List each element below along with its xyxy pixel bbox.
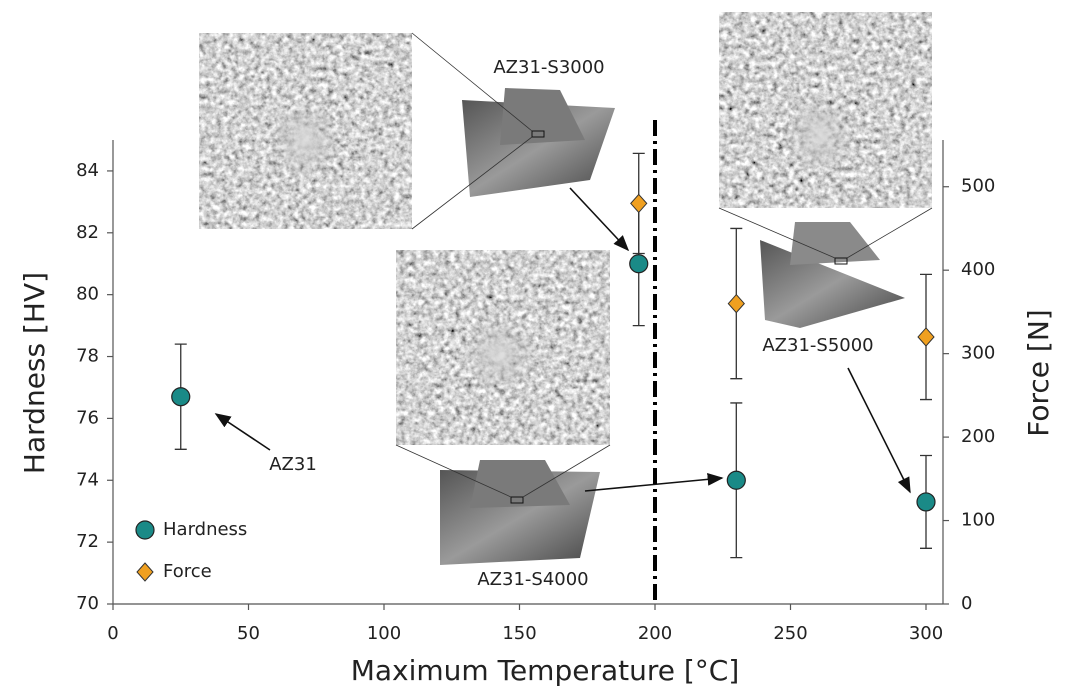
- spot: [834, 257, 848, 265]
- x-tick-label: 300: [909, 623, 943, 644]
- point: [916, 492, 936, 512]
- specimen: [790, 222, 880, 265]
- indent: [465, 317, 535, 393]
- x-tick-label: 200: [638, 623, 672, 644]
- arrow: [214, 413, 271, 451]
- connector: [395, 444, 611, 498]
- y-tick-label: 76: [76, 407, 99, 428]
- point: [726, 470, 746, 490]
- point: [171, 387, 191, 407]
- x-tick-label: 150: [502, 623, 536, 644]
- y2-tick-label: 400: [961, 259, 995, 280]
- y2-axis-label: Force [N]: [1022, 309, 1055, 436]
- y-tick-label: 70: [76, 593, 99, 614]
- spot: [531, 130, 545, 138]
- x-axis-label: Maximum Temperature [°C]: [351, 654, 740, 687]
- point: [630, 193, 648, 214]
- specimen: [500, 88, 585, 145]
- legend-label: Hardness: [163, 519, 247, 540]
- y-tick-label: 84: [76, 160, 99, 181]
- y2-tick-label: 200: [961, 426, 995, 447]
- y-tick-label: 72: [76, 531, 99, 552]
- arrow: [847, 367, 911, 494]
- y2-tick-label: 0: [961, 593, 972, 614]
- legend-marker: [135, 520, 155, 540]
- legend-label: Force: [163, 561, 212, 582]
- y-tick-label: 74: [76, 469, 99, 490]
- y-axis-label: Hardness [HV]: [18, 272, 51, 474]
- connector: [411, 32, 533, 230]
- indent: [270, 102, 340, 178]
- annotation: AZ31-S3000: [493, 57, 604, 78]
- annotation: AZ31-S4000: [477, 569, 588, 590]
- y2-tick-label: 500: [961, 176, 995, 197]
- arrow: [584, 472, 724, 492]
- y-tick-label: 80: [76, 284, 99, 305]
- indent: [785, 97, 855, 173]
- y-tick-label: 78: [76, 346, 99, 367]
- point: [727, 293, 745, 314]
- specimen: [470, 460, 570, 508]
- point: [629, 254, 649, 274]
- x-tick-label: 250: [773, 623, 807, 644]
- x-tick-label: 100: [367, 623, 401, 644]
- connector: [718, 207, 933, 259]
- point: [917, 327, 935, 347]
- annotation: AZ31: [269, 454, 317, 475]
- y2-tick-label: 300: [961, 343, 995, 364]
- y2-tick-label: 100: [961, 510, 995, 531]
- insets: [199, 12, 933, 565]
- annotation: AZ31-S5000: [762, 335, 873, 356]
- arrow: [569, 187, 630, 252]
- y-tick-label: 82: [76, 222, 99, 243]
- x-tick-label: 0: [107, 623, 118, 644]
- x-tick-label: 50: [237, 623, 260, 644]
- legend-marker: [136, 562, 154, 582]
- spot: [510, 496, 524, 504]
